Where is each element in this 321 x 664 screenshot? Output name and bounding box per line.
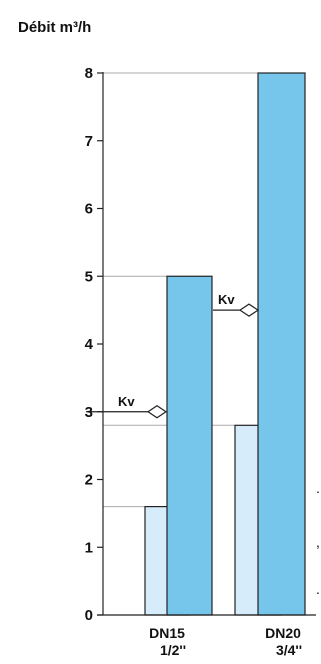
category-sublabel: 3/4'': [276, 642, 302, 658]
bar: [166, 275, 213, 616]
y-tick-label: 4: [85, 336, 94, 353]
category-sublabel: 1/2'': [160, 642, 186, 658]
kv-label: Kv: [218, 292, 235, 307]
category-label: DN20: [265, 625, 301, 641]
y-tick-label: 2: [85, 472, 93, 489]
edge-fragment: .: [316, 480, 320, 496]
bars: [144, 72, 306, 616]
y-tick-label: 6: [85, 201, 93, 218]
edge-fragment: ,: [316, 534, 320, 550]
chart-title: Débit m³/h: [18, 19, 91, 36]
y-tick-label: 1: [85, 539, 93, 556]
bar: [257, 72, 306, 616]
y-tick-label: 0: [85, 607, 93, 624]
kv-diamond: [146, 405, 168, 419]
kv-markers: Kv Kv: [86, 292, 260, 419]
y-tick-label: 5: [85, 268, 93, 285]
kv-diamond: [238, 303, 260, 317]
y-tick-label: 3: [85, 404, 93, 421]
kv-label: Kv: [118, 394, 135, 409]
edge-fragment: .: [316, 581, 320, 597]
y-axis: [97, 72, 316, 616]
y-tick-label: 7: [85, 133, 93, 150]
category-label: DN15: [149, 625, 185, 641]
y-tick-label: 8: [85, 65, 93, 82]
